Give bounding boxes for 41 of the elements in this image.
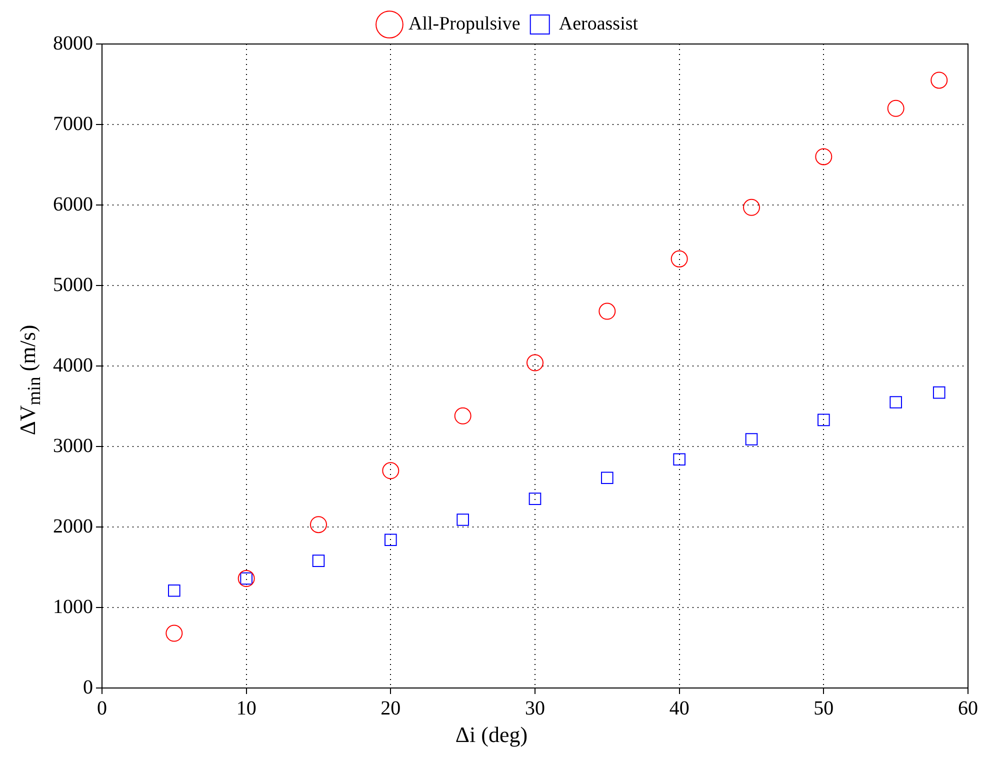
point xyxy=(673,453,686,466)
point xyxy=(887,100,904,117)
y-tick-label: 4000 xyxy=(53,354,93,376)
point xyxy=(930,72,948,89)
point xyxy=(454,407,472,424)
x-tick-label: 60 xyxy=(958,697,978,720)
x-tick-label: 50 xyxy=(814,697,834,720)
x-tick-label: 10 xyxy=(236,697,256,720)
point xyxy=(310,516,327,534)
point xyxy=(890,396,902,408)
x-tick-label: 0 xyxy=(97,697,107,720)
y-tick-label: 0 xyxy=(83,676,93,698)
point xyxy=(384,534,397,546)
y-tick-label: 5000 xyxy=(53,274,93,296)
point xyxy=(526,354,544,372)
legend-label: All-Propulsive xyxy=(408,13,520,34)
point xyxy=(745,433,758,446)
x-tick-label: 20 xyxy=(380,697,401,720)
y-tick-label: 2000 xyxy=(53,515,93,538)
y-tick-label: 8000 xyxy=(53,32,93,54)
legend-label: Aeroassist xyxy=(558,13,639,34)
x-tick-label: 30 xyxy=(525,697,545,720)
point xyxy=(815,148,832,166)
y-tick-label: 6000 xyxy=(53,193,93,216)
point xyxy=(528,492,542,505)
point xyxy=(168,584,180,597)
point xyxy=(670,250,688,268)
x-tick-label: 40 xyxy=(669,697,690,720)
y-tick-label: 3000 xyxy=(53,434,93,457)
point xyxy=(743,198,760,216)
x-axis-title: Δi (deg) xyxy=(454,722,529,748)
point xyxy=(382,462,400,480)
point xyxy=(312,554,325,567)
point xyxy=(601,472,614,484)
point xyxy=(166,624,183,642)
y-tick-label: 1000 xyxy=(53,596,93,618)
point xyxy=(818,414,830,426)
point xyxy=(932,386,946,399)
point xyxy=(456,514,469,526)
y-tick-label: 7000 xyxy=(53,112,93,135)
point xyxy=(598,302,616,320)
